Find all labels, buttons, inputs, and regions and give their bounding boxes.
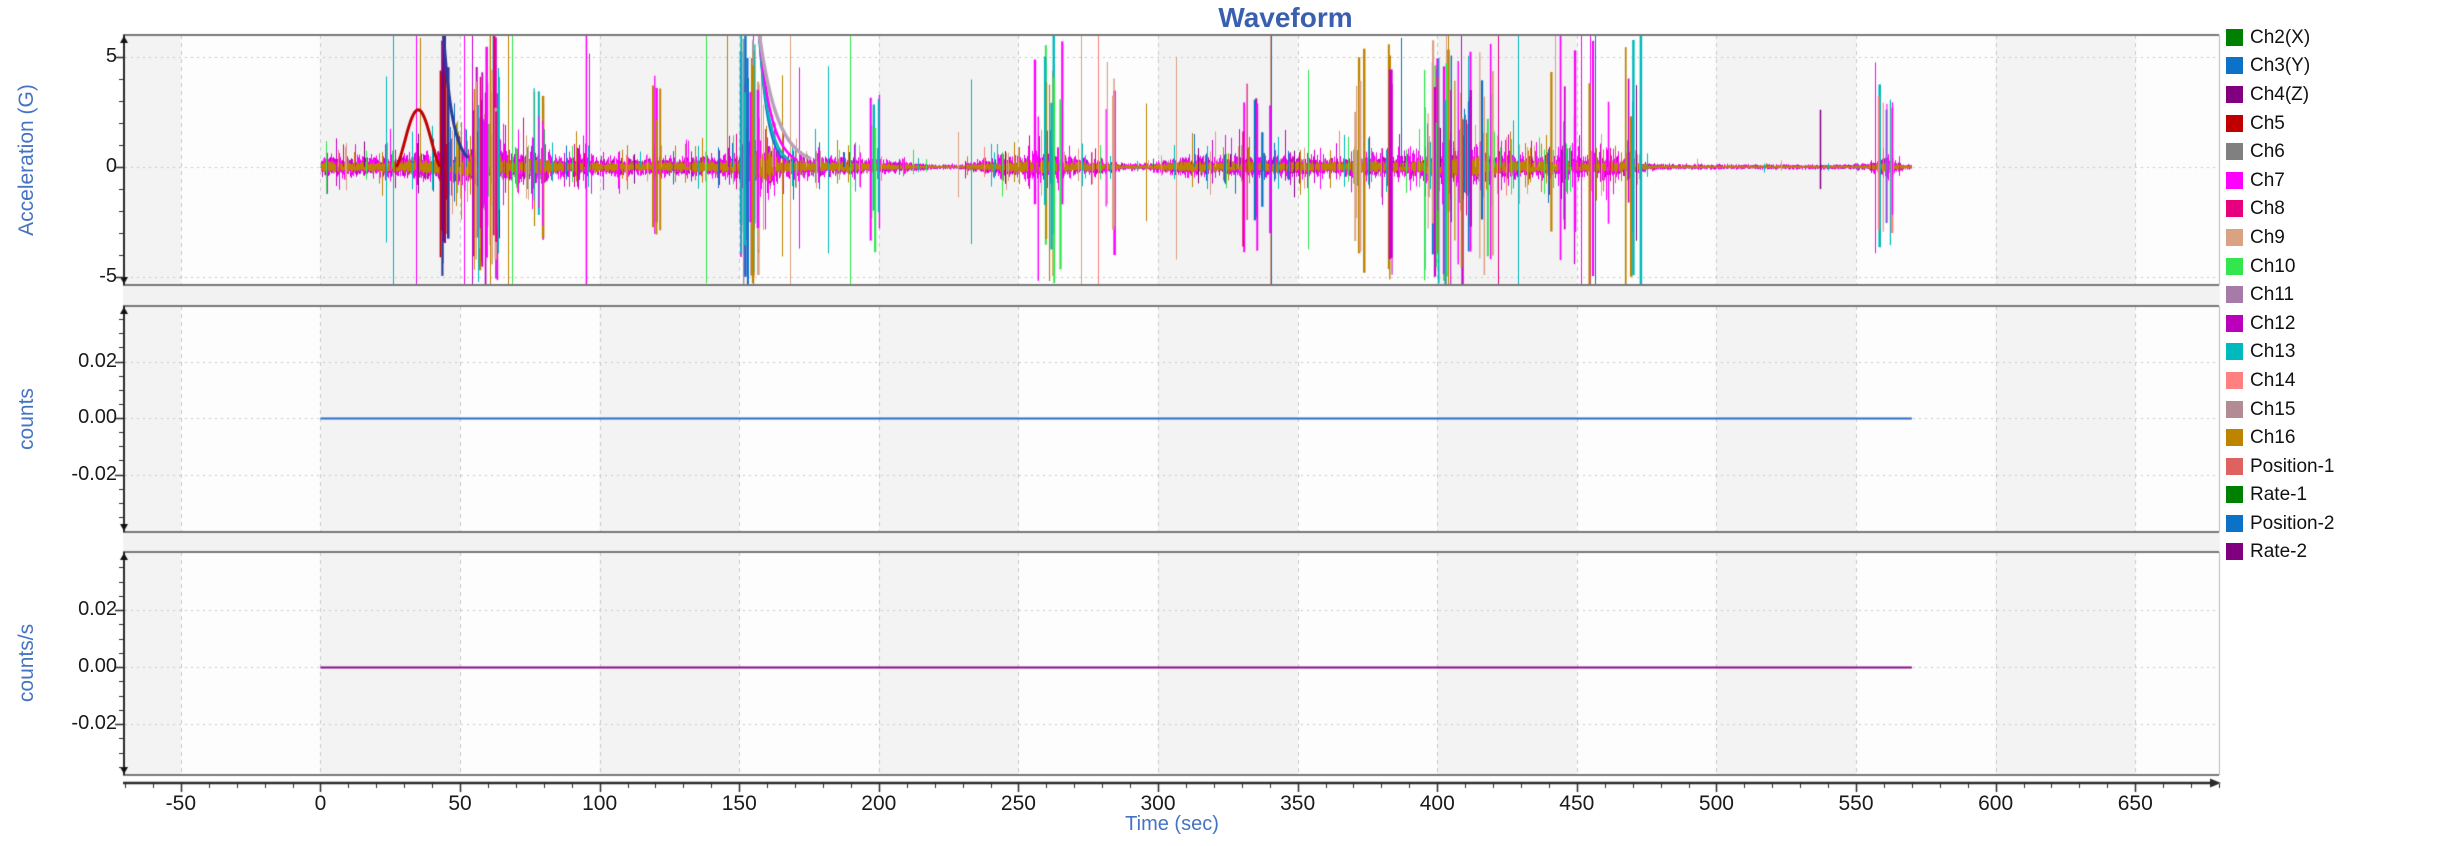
legend-label: Ch2(X) [2250, 26, 2311, 48]
legend-swatch [2226, 257, 2243, 275]
legend-label: Ch6 [2250, 141, 2285, 163]
legend: Ch2(X) Ch3(Y) Ch4(Z) Ch5 Ch6 Ch7 Ch8 Ch9 Ch10 Ch1… [2226, 23, 2335, 566]
legend-swatch [2226, 314, 2243, 332]
legend-swatch [2226, 371, 2243, 389]
chart-title: Waveform [1218, 2, 1353, 33]
legend-item-rate-2[interactable]: Rate-2 [2226, 538, 2335, 567]
y-axis-label-counts: counts [15, 388, 38, 450]
x-tick-label: 300 [1140, 792, 1176, 815]
x-tick-label: 50 [448, 792, 472, 815]
y-tick-label: 0.02 [78, 598, 117, 621]
legend-item-ch6[interactable]: Ch6 [2226, 137, 2335, 166]
legend-swatch [2226, 514, 2243, 532]
x-tick-label: 500 [1698, 792, 1734, 815]
legend-item-position-1[interactable]: Position-1 [2226, 452, 2335, 481]
legend-swatch [2226, 114, 2243, 132]
legend-swatch [2226, 200, 2243, 218]
legend-swatch [2226, 286, 2243, 304]
legend-label: Ch9 [2250, 226, 2285, 248]
legend-item-rate-1[interactable]: Rate-1 [2226, 481, 2335, 510]
legend-label: Rate-2 [2250, 541, 2308, 563]
y-tick-label: 0 [105, 155, 117, 178]
legend-swatch [2226, 171, 2243, 189]
x-tick-label: 150 [721, 792, 757, 815]
legend-label: Ch16 [2250, 427, 2296, 449]
y-tick-label: 0.02 [78, 349, 117, 372]
legend-label: Position-1 [2250, 455, 2335, 477]
legend-item-position-2[interactable]: Position-2 [2226, 509, 2335, 538]
legend-label: Ch8 [2250, 198, 2285, 220]
y-axis-label-acceleration: Acceleration (G) [15, 84, 38, 236]
legend-label: Ch5 [2250, 112, 2285, 134]
legend-item-ch10[interactable]: Ch10 [2226, 252, 2335, 281]
legend-swatch [2226, 143, 2243, 161]
legend-item-ch8[interactable]: Ch8 [2226, 195, 2335, 224]
legend-item-ch11[interactable]: Ch11 [2226, 280, 2335, 309]
legend-item-ch7[interactable]: Ch7 [2226, 166, 2335, 195]
legend-item-ch3-y-[interactable]: Ch3(Y) [2226, 52, 2335, 81]
legend-label: Position-2 [2250, 512, 2335, 534]
y-tick-label: 0.00 [78, 655, 117, 678]
y-tick-label: 5 [105, 45, 117, 68]
y-axis-label-counts-per-sec: counts/s [15, 623, 38, 703]
legend-item-ch12[interactable]: Ch12 [2226, 309, 2335, 338]
legend-swatch [2226, 400, 2243, 418]
x-tick-label: 650 [2117, 792, 2153, 815]
legend-label: Ch13 [2250, 341, 2296, 363]
x-tick-label: 600 [1978, 792, 2014, 815]
y-tick-label: -0.02 [71, 712, 117, 735]
legend-label: Ch10 [2250, 255, 2296, 277]
x-tick-label: 400 [1419, 792, 1455, 815]
y-tick-label: -0.02 [71, 462, 117, 485]
legend-label: Rate-1 [2250, 484, 2308, 506]
legend-item-ch2-x-[interactable]: Ch2(X) [2226, 23, 2335, 52]
legend-swatch [2226, 57, 2243, 75]
x-tick-label: -50 [165, 792, 197, 815]
legend-swatch [2226, 28, 2243, 46]
legend-item-ch5[interactable]: Ch5 [2226, 109, 2335, 138]
legend-swatch [2226, 228, 2243, 246]
legend-swatch [2226, 543, 2243, 561]
legend-label: Ch3(Y) [2250, 55, 2311, 77]
legend-swatch [2226, 429, 2243, 447]
legend-label: Ch7 [2250, 169, 2285, 191]
legend-label: Ch14 [2250, 369, 2296, 391]
legend-label: Ch11 [2250, 284, 2295, 306]
legend-item-ch9[interactable]: Ch9 [2226, 223, 2335, 252]
legend-item-ch16[interactable]: Ch16 [2226, 423, 2335, 452]
legend-swatch [2226, 486, 2243, 504]
x-tick-label: 100 [582, 792, 618, 815]
legend-swatch [2226, 457, 2243, 475]
x-tick-label: 450 [1559, 792, 1595, 815]
x-axis-label: Time (sec) [1125, 813, 1219, 835]
legend-swatch [2226, 85, 2243, 103]
legend-label: Ch4(Z) [2250, 83, 2310, 105]
legend-label: Ch15 [2250, 398, 2296, 420]
x-tick-label: 200 [861, 792, 897, 815]
x-tick-label: 250 [1000, 792, 1036, 815]
legend-item-ch15[interactable]: Ch15 [2226, 395, 2335, 424]
legend-swatch [2226, 343, 2243, 361]
y-tick-label: 0.00 [78, 406, 117, 429]
legend-item-ch13[interactable]: Ch13 [2226, 338, 2335, 367]
legend-item-ch14[interactable]: Ch14 [2226, 366, 2335, 395]
legend-label: Ch12 [2250, 312, 2296, 334]
y-tick-label: -5 [99, 265, 117, 288]
x-tick-label: 0 [314, 792, 327, 815]
x-tick-label: 350 [1280, 792, 1316, 815]
x-tick-label: 550 [1838, 792, 1874, 815]
legend-item-ch4-z-[interactable]: Ch4(Z) [2226, 80, 2335, 109]
